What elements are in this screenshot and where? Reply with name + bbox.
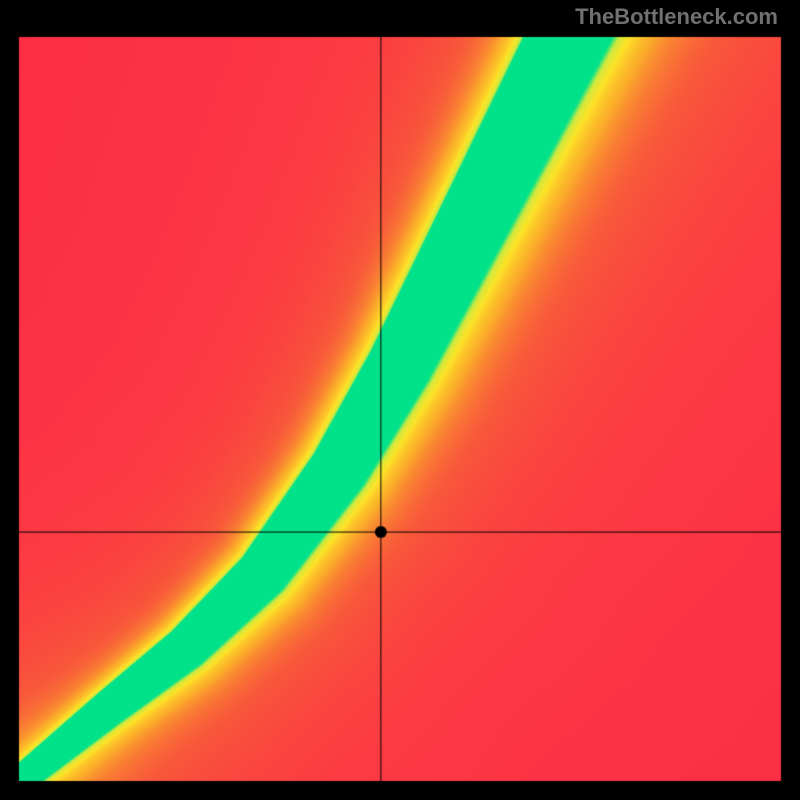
watermark-text: TheBottleneck.com [575,4,778,30]
heatmap-canvas [0,0,800,800]
chart-container: TheBottleneck.com [0,0,800,800]
